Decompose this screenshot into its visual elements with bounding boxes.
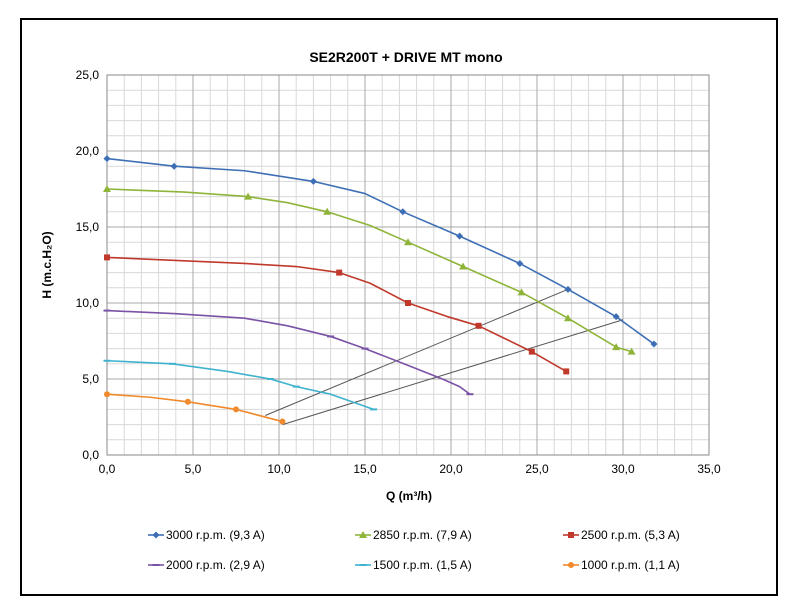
- plot-area: [106, 74, 710, 456]
- x-tick-label: 35,0: [697, 462, 721, 476]
- data-point: [323, 207, 332, 215]
- legend-marker: [152, 531, 160, 539]
- data-point: [233, 406, 239, 413]
- legend-label: 2500 r.p.m. (5,3 A): [581, 528, 680, 542]
- data-point: [612, 343, 621, 351]
- legend-marker: [152, 564, 160, 566]
- y-tick-label: 20,0: [76, 144, 100, 158]
- data-point: [650, 340, 658, 348]
- data-point: [405, 300, 411, 306]
- reference-lines: [265, 288, 624, 426]
- data-point: [168, 362, 176, 365]
- legend-label: 1000 r.p.m. (1,1 A): [581, 558, 680, 572]
- legend-label: 2000 r.p.m. (2,9 A): [166, 558, 265, 572]
- data-point: [459, 262, 468, 270]
- data-point: [104, 391, 110, 398]
- data-point: [517, 288, 526, 296]
- minor-grid: [107, 75, 709, 455]
- x-tick-label: 30,0: [611, 462, 635, 476]
- data-point: [612, 313, 620, 321]
- data-point: [170, 162, 178, 170]
- data-point: [327, 335, 335, 338]
- data-point: [627, 347, 636, 355]
- y-tick-label: 0,0: [82, 448, 99, 462]
- data-point: [103, 185, 111, 192]
- x-tick-label: 15,0: [353, 462, 377, 476]
- data-point: [516, 259, 524, 267]
- y-tick-label: 5,0: [82, 372, 99, 386]
- legend-label: 2850 r.p.m. (7,9 A): [373, 528, 472, 542]
- series-line: [106, 393, 283, 423]
- x-tick-label: 10,0: [267, 462, 291, 476]
- y-axis-ticks: 0,0 5,0 10,0 15,0 20,0 25,0: [76, 68, 100, 462]
- data-point: [103, 359, 111, 362]
- reference-line: [265, 288, 569, 416]
- data-point: [404, 238, 412, 246]
- data-point: [475, 322, 482, 329]
- x-axis-label: Q (m³/h): [386, 489, 432, 503]
- reference-line: [282, 319, 624, 426]
- series-line: [106, 188, 632, 353]
- y-tick-label: 15,0: [76, 220, 100, 234]
- x-tick-label: 25,0: [525, 462, 549, 476]
- legend-marker: [568, 562, 574, 568]
- legend-marker: [359, 564, 367, 566]
- data-point: [528, 348, 535, 355]
- data-point: [361, 347, 369, 350]
- series-markers: [103, 155, 658, 425]
- data-point: [564, 285, 572, 293]
- x-tick-label: 0,0: [99, 462, 116, 476]
- data-point: [563, 368, 570, 375]
- data-point: [104, 254, 110, 261]
- series-line: [106, 157, 655, 345]
- data-point: [336, 269, 343, 276]
- data-point: [279, 418, 286, 425]
- series-line: [106, 309, 471, 395]
- data-point: [244, 192, 253, 200]
- x-tick-label: 5,0: [185, 462, 202, 476]
- data-point: [266, 378, 274, 380]
- data-point: [103, 309, 111, 312]
- data-point: [466, 393, 474, 396]
- series-line: [106, 256, 567, 373]
- data-point: [563, 314, 572, 322]
- x-tick-label: 20,0: [439, 462, 463, 476]
- chart-title: SE2R200T + DRIVE MT mono: [309, 49, 502, 65]
- x-axis-ticks: 0,0 5,0 10,0 15,0 20,0 25,0 30,0 35,0: [99, 462, 721, 476]
- major-grid: [106, 74, 710, 456]
- data-point: [184, 398, 191, 405]
- data-point: [370, 408, 378, 411]
- legend-marker: [359, 531, 367, 538]
- legend-marker: [568, 532, 574, 538]
- legend: 3000 r.p.m. (9,3 A) 2850 r.p.m. (7,9 A) 25…: [148, 528, 680, 572]
- series-line: [106, 359, 374, 411]
- y-tick-label: 10,0: [76, 296, 100, 310]
- data-point: [399, 208, 407, 216]
- data-point: [292, 385, 300, 388]
- y-tick-label: 25,0: [76, 68, 100, 82]
- series-lines: [106, 157, 655, 423]
- data-point: [456, 232, 464, 240]
- legend-label: 3000 r.p.m. (9,3 A): [166, 528, 265, 542]
- data-point: [103, 155, 111, 163]
- y-axis-label: H (m.c.H₂O): [40, 231, 54, 298]
- data-point: [309, 177, 317, 185]
- legend-label: 1500 r.p.m. (1,5 A): [373, 558, 472, 572]
